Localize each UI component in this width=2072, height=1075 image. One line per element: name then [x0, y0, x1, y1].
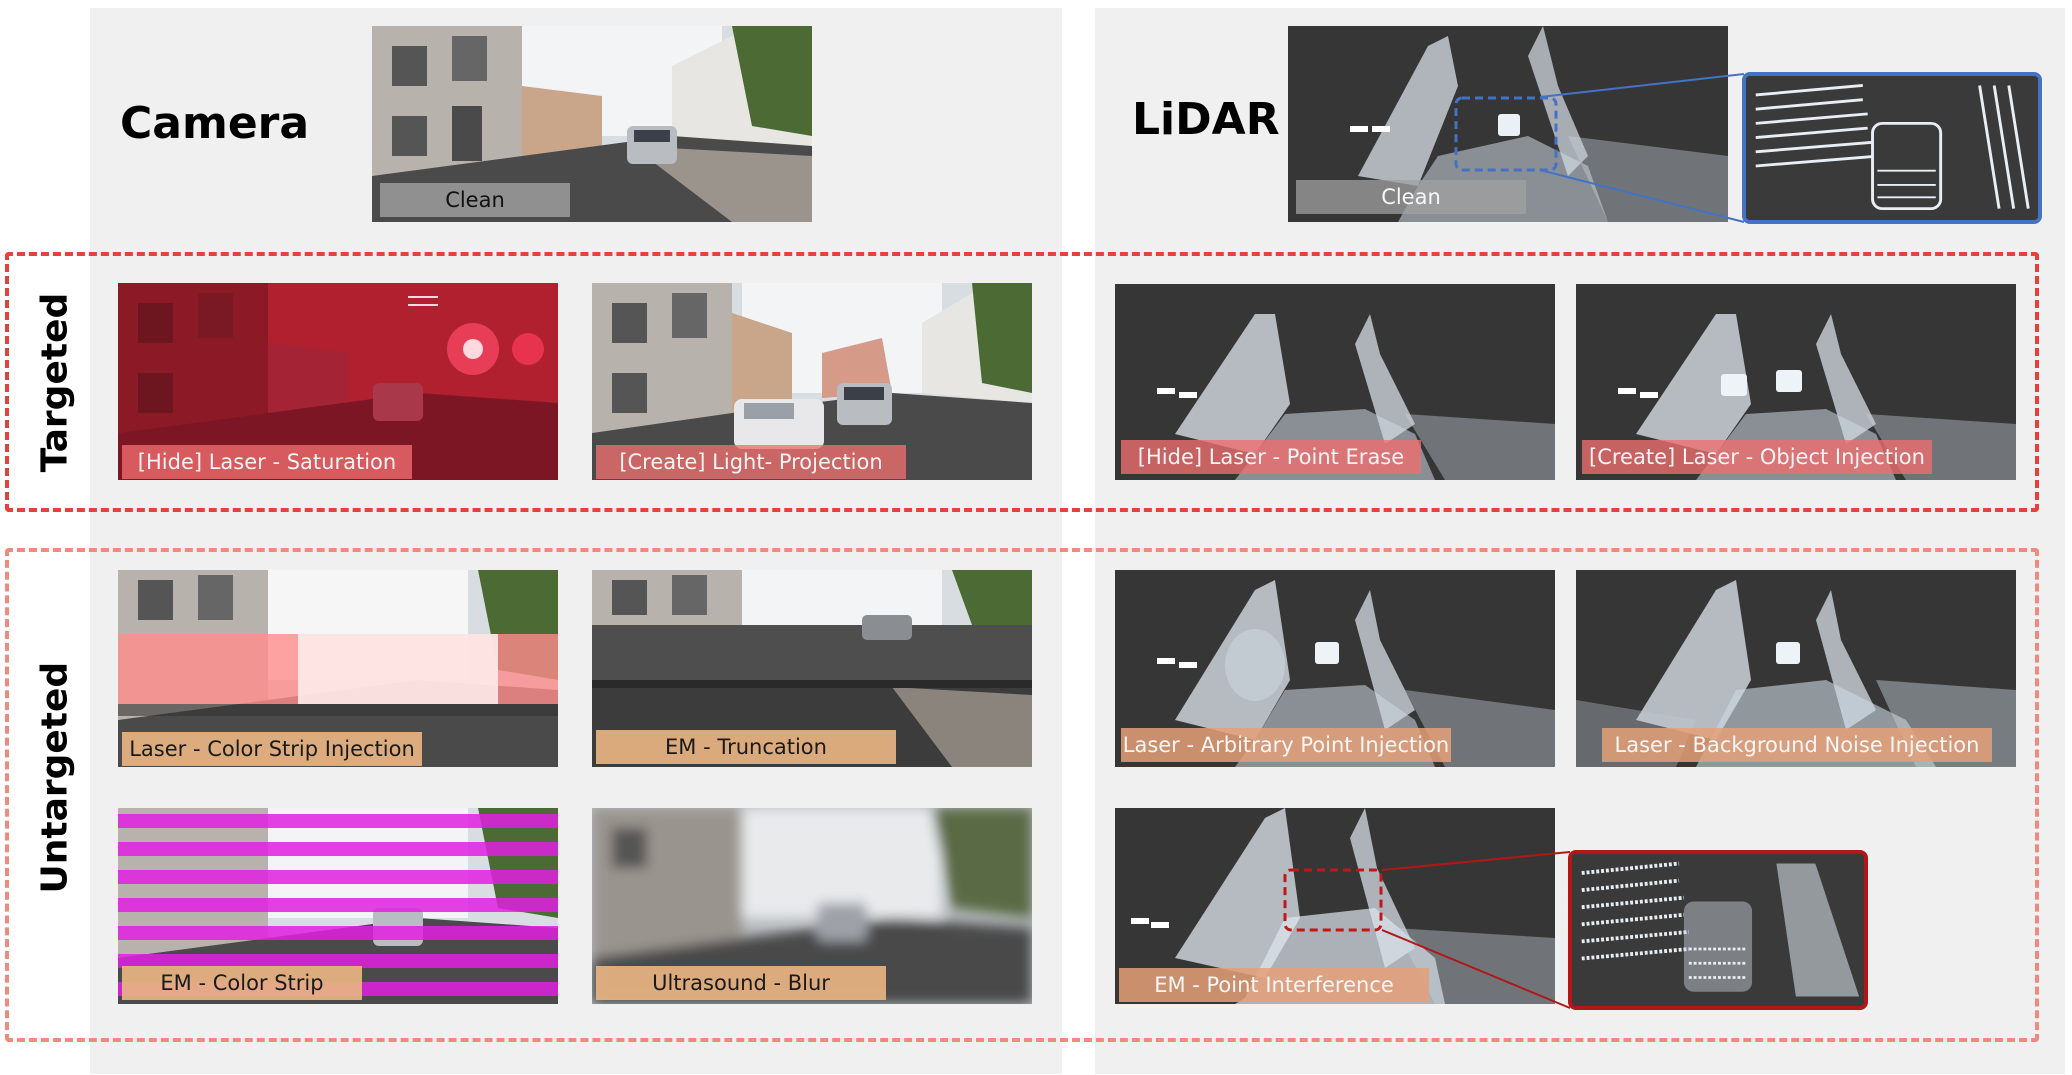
camera-saturation-image: [Hide] Laser - Saturation [118, 283, 558, 480]
lidar-background-noise-caption: Laser - Background Noise Injection [1602, 728, 1992, 762]
lidar-interference-zoom-inset [1568, 850, 1868, 1010]
lidar-arbitrary-point-caption: Laser - Arbitrary Point Injection [1121, 728, 1451, 762]
untargeted-group-box [5, 548, 2039, 1042]
camera-truncation-caption: EM - Truncation [596, 730, 896, 764]
zoomed-car-points-graphic [1746, 76, 2038, 220]
targeted-row-label: Targeted [34, 292, 76, 473]
camera-projection-caption: [Create] Light- Projection [596, 445, 906, 479]
lidar-background-noise-image: Laser - Background Noise Injection [1576, 570, 2016, 767]
lidar-point-erase-image: [Hide] Laser - Point Erase [1115, 284, 1555, 480]
street-scene-graphic [372, 26, 812, 222]
lidar-clean-caption: Clean [1296, 180, 1526, 214]
lidar-arbitrary-point-image: Laser - Arbitrary Point Injection [1115, 570, 1555, 767]
camera-clean-caption: Clean [380, 183, 570, 217]
zoomed-noisy-points-graphic [1572, 854, 1864, 1006]
camera-blur-caption: Ultrasound - Blur [596, 966, 886, 1000]
lidar-point-erase-caption: [Hide] Laser - Point Erase [1121, 440, 1421, 474]
camera-color-strip-injection-caption: Laser - Color Strip Injection [122, 732, 422, 766]
untargeted-row-label: Untargeted [34, 661, 76, 894]
camera-color-strip-injection-image: Laser - Color Strip Injection [118, 570, 558, 767]
lidar-header: LiDAR [1132, 94, 1280, 145]
lidar-object-injection-image: [Create] Laser - Object Injection [1576, 284, 2016, 480]
camera-projection-image: [Create] Light- Projection [592, 283, 1032, 480]
lidar-point-interference-image: EM - Point Interference [1115, 808, 1555, 1004]
camera-blur-image: Ultrasound - Blur [592, 808, 1032, 1004]
lidar-point-interference-caption: EM - Point Interference [1119, 968, 1429, 1002]
camera-clean-image: Clean [372, 26, 812, 222]
lidar-clean-zoom-inset [1742, 72, 2042, 224]
camera-color-strip-image: EM - Color Strip [118, 808, 558, 1004]
lidar-object-injection-caption: [Create] Laser - Object Injection [1582, 440, 1932, 474]
camera-color-strip-caption: EM - Color Strip [122, 966, 362, 1000]
camera-saturation-caption: [Hide] Laser - Saturation [122, 445, 412, 479]
camera-truncation-image: EM - Truncation [592, 570, 1032, 767]
truncated-street-graphic [592, 570, 1032, 767]
lidar-clean-image: Clean [1288, 26, 1728, 222]
camera-header: Camera [120, 98, 310, 149]
targeted-group-box [5, 252, 2039, 512]
